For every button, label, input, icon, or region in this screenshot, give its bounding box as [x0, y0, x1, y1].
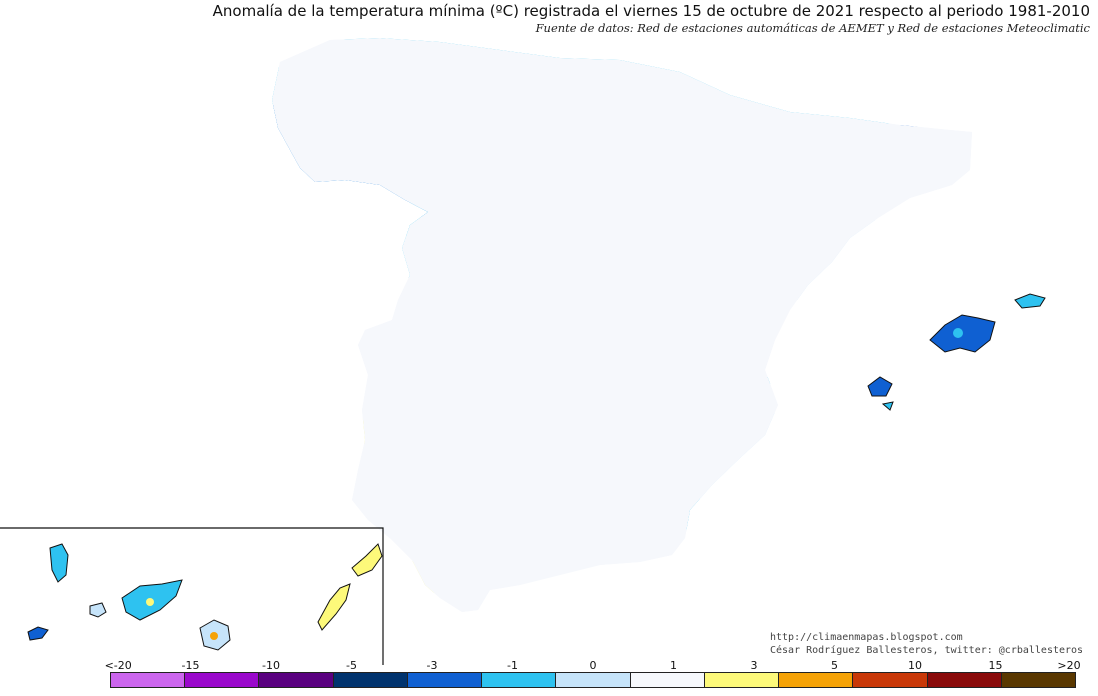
legend-tick-label: 3: [750, 659, 758, 672]
peninsula-map: [271, 37, 973, 613]
legend-tick-label: 1: [670, 659, 677, 672]
legend-tick-label: 15: [988, 659, 1003, 672]
lanzarote: [351, 543, 383, 577]
legend-tick-label: -3: [426, 659, 438, 672]
legend-swatch: [482, 673, 557, 687]
legend-tick-label: -5: [346, 659, 357, 672]
color-legend: [110, 672, 1076, 688]
legend-swatch: [333, 673, 408, 687]
legend-swatch: [704, 673, 780, 687]
legend-ticks: <-20 -15 -10 -5 -3 -1 0 1 3 5 10 15 >20: [105, 659, 1081, 672]
la-gomera: [89, 602, 107, 618]
ibiza: [867, 376, 893, 397]
balearic-islands: [867, 293, 1046, 411]
legend-swatch: [259, 673, 334, 687]
legend-swatch: [853, 673, 928, 687]
el-hierro: [27, 626, 49, 641]
data-source-subtitle: Fuente de datos: Red de estaciones autom…: [535, 21, 1090, 35]
legend-tick-label: 0: [589, 659, 597, 672]
legend-tick-label: <-20: [104, 659, 132, 672]
legend-swatch: [927, 673, 1002, 687]
credits: http://climaenmapas.blogspot.com César R…: [770, 631, 1083, 657]
legend-tick-label: 10: [908, 659, 922, 672]
credits-author: César Rodríguez Ballesteros, twitter: @c…: [770, 645, 1084, 656]
legend-swatch: [407, 673, 483, 687]
legend-tick-label: -10: [262, 659, 280, 672]
canary-islands-inset: [0, 527, 384, 665]
legend-swatch: [556, 673, 631, 687]
legend-swatch: [111, 673, 186, 687]
legend-swatch: [779, 673, 854, 687]
legend-swatch: [630, 673, 705, 687]
legend-swatch: [185, 673, 260, 687]
legend-swatch: [1001, 673, 1076, 687]
legend-tick-label: >20: [1057, 659, 1081, 672]
menorca: [1014, 293, 1046, 309]
formentera: [881, 401, 894, 411]
fuerteventura: [317, 583, 351, 631]
map-title: Anomalía de la temperatura mínima (ºC) r…: [212, 2, 1090, 20]
la-palma: [49, 543, 69, 583]
inset-frame: [0, 527, 384, 665]
legend-tick-label: -15: [181, 659, 200, 672]
legend-tick-label: 5: [831, 659, 838, 672]
legend-tick-label: -1: [507, 659, 518, 672]
credits-url: http://climaenmapas.blogspot.com: [770, 632, 963, 643]
